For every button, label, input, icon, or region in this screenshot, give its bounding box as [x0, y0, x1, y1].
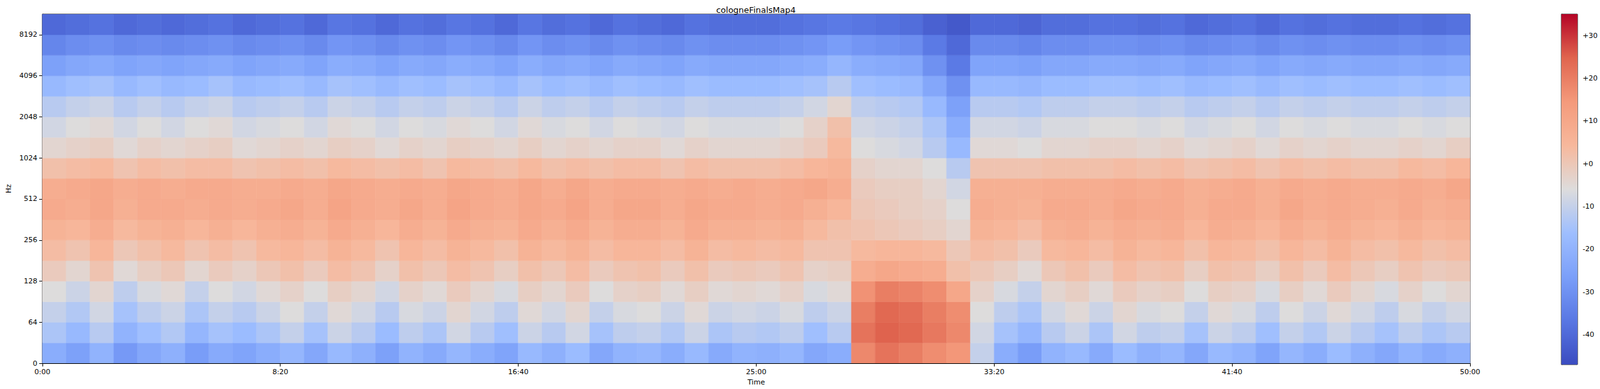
svg-text:33:20: 33:20	[983, 367, 1005, 376]
svg-text:64: 64	[28, 317, 38, 327]
svg-text:+0: +0	[1582, 159, 1593, 168]
svg-text:4096: 4096	[19, 71, 38, 80]
svg-text:0:00: 0:00	[34, 367, 51, 376]
svg-text:+10: +10	[1582, 116, 1598, 125]
svg-text:cologneFinalsMap4: cologneFinalsMap4	[716, 5, 796, 15]
svg-text:41:40: 41:40	[1221, 367, 1243, 376]
svg-text:-30: -30	[1582, 287, 1595, 296]
svg-text:+20: +20	[1582, 73, 1598, 83]
svg-text:-20: -20	[1582, 244, 1595, 253]
svg-text:128: 128	[23, 276, 38, 286]
svg-text:-10: -10	[1582, 202, 1595, 211]
svg-text:1024: 1024	[19, 153, 38, 163]
svg-text:+30: +30	[1582, 31, 1598, 40]
svg-text:8:20: 8:20	[272, 367, 289, 376]
svg-text:Hz: Hz	[4, 183, 13, 194]
svg-text:2048: 2048	[19, 112, 38, 121]
svg-text:Time: Time	[746, 377, 765, 387]
svg-text:25:00: 25:00	[746, 367, 767, 376]
svg-text:-40: -40	[1582, 330, 1595, 339]
svg-text:512: 512	[23, 194, 38, 203]
svg-text:50:00: 50:00	[1459, 367, 1481, 376]
svg-text:16:40: 16:40	[508, 367, 529, 376]
svg-text:8192: 8192	[19, 30, 38, 39]
svg-text:256: 256	[23, 235, 38, 244]
svg-text:0: 0	[32, 358, 38, 368]
